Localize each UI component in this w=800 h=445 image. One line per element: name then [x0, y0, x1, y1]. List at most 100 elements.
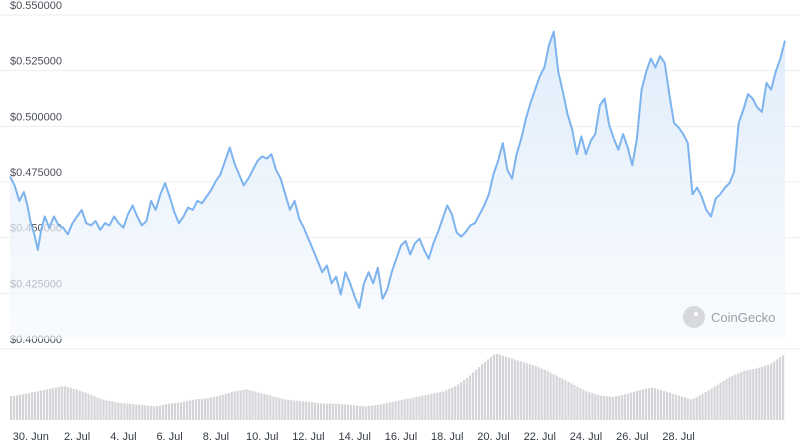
volume-bar: [69, 387, 72, 420]
volume-bar: [489, 356, 493, 420]
volume-bar: [126, 403, 129, 420]
volume-bar: [624, 394, 627, 420]
volume-bar: [299, 401, 302, 420]
x-tick-label: 22. Jul: [524, 431, 556, 443]
x-tick-label: 6. Jul: [156, 431, 182, 443]
volume-bar: [618, 395, 621, 420]
volume-bar: [707, 390, 710, 420]
volume-bar: [752, 369, 755, 420]
volume-bar: [287, 399, 290, 420]
volume-bar: [680, 396, 683, 420]
volume-bar: [519, 361, 522, 420]
volume-bar: [481, 364, 484, 420]
volume-bar: [433, 393, 436, 420]
volume-bar: [349, 405, 352, 420]
volume-bar: [84, 392, 87, 420]
volume-bar: [412, 397, 415, 420]
volume-bar: [773, 361, 776, 420]
x-tick-label: 4. Jul: [110, 431, 136, 443]
volume-bar: [370, 405, 373, 420]
volume-bar: [594, 394, 597, 420]
volume-bar: [683, 397, 686, 420]
volume-bar: [150, 406, 153, 420]
volume-bar: [406, 398, 409, 420]
volume-bar: [39, 390, 42, 420]
volume-bar: [227, 393, 230, 420]
volume-bar: [162, 404, 165, 420]
volume-bar: [111, 401, 114, 420]
volume-bar: [326, 403, 329, 420]
volume-bar: [424, 395, 427, 420]
x-tick-label: 30. Jun: [13, 431, 49, 443]
volume-bar: [498, 354, 501, 420]
volume-bar: [421, 395, 424, 420]
volume-bar: [478, 367, 481, 420]
volume-bars: [10, 353, 785, 420]
price-line: [9, 30, 786, 309]
volume-bar: [665, 391, 668, 420]
volume-bar: [159, 405, 162, 420]
volume-bar: [600, 395, 603, 420]
volume-bar: [168, 403, 171, 420]
volume-bar: [782, 355, 785, 420]
y-tick-label: $0.500000: [10, 111, 62, 123]
volume-bar: [728, 377, 731, 420]
volume-bar: [677, 395, 680, 420]
volume-bar: [627, 393, 630, 420]
volume-bar: [767, 364, 770, 420]
volume-bar: [716, 384, 719, 420]
volume-bar: [13, 395, 16, 420]
volume-bar: [135, 404, 138, 420]
x-axis-labels: 30. Jun 2. Jul 4. Jul 6. Jul 8. Jul 10. Jul 12…: [13, 431, 695, 443]
volume-bar: [659, 390, 662, 420]
volume-bar: [585, 391, 588, 420]
volume-bar: [501, 355, 504, 420]
price-series-line: [9, 30, 786, 309]
volume-bar: [302, 401, 305, 420]
volume-bar: [582, 389, 585, 420]
volume-bar: [305, 401, 308, 420]
volume-bar: [51, 388, 54, 420]
volume-bar: [615, 396, 618, 420]
volume-bar: [621, 395, 624, 420]
volume-bar: [188, 400, 191, 420]
volume-bar: [129, 403, 132, 420]
volume-bar: [296, 400, 299, 420]
volume-bar: [713, 386, 716, 420]
volume-bar: [382, 403, 385, 420]
volume-bar: [391, 401, 394, 420]
volume-bar: [144, 405, 147, 420]
x-tick-label: 24. Jul: [570, 431, 602, 443]
volume-bar: [388, 402, 391, 420]
volume-bar: [636, 390, 639, 420]
volume-bar: [633, 391, 636, 420]
volume-bar: [352, 405, 355, 420]
volume-bar: [242, 389, 245, 420]
volume-bar: [78, 390, 81, 420]
volume-bar: [492, 354, 496, 420]
volume-bar: [755, 368, 758, 420]
volume-bar: [185, 401, 189, 420]
volume-bar: [284, 399, 287, 420]
x-tick-label: 8. Jul: [203, 431, 229, 443]
volume-bar: [722, 381, 725, 420]
volume-bar: [656, 389, 659, 420]
volume-bar: [57, 387, 60, 420]
volume-bar: [725, 379, 728, 420]
volume-bar: [534, 366, 537, 420]
volume-bar: [272, 396, 275, 420]
volume-bar: [99, 398, 102, 420]
volume-bar: [331, 403, 335, 420]
volume-bar: [525, 363, 528, 420]
volume-bar: [33, 391, 36, 420]
volume-bar: [555, 375, 558, 420]
volume-bar: [531, 365, 534, 420]
volume-bar: [132, 404, 135, 420]
volume-bar: [233, 391, 236, 420]
volume-bar: [221, 394, 224, 420]
volume-bar: [278, 397, 281, 420]
volume-bar: [367, 405, 370, 420]
volume-bar: [510, 358, 513, 420]
volume-bar: [21, 394, 25, 420]
volume-bar: [540, 368, 543, 420]
